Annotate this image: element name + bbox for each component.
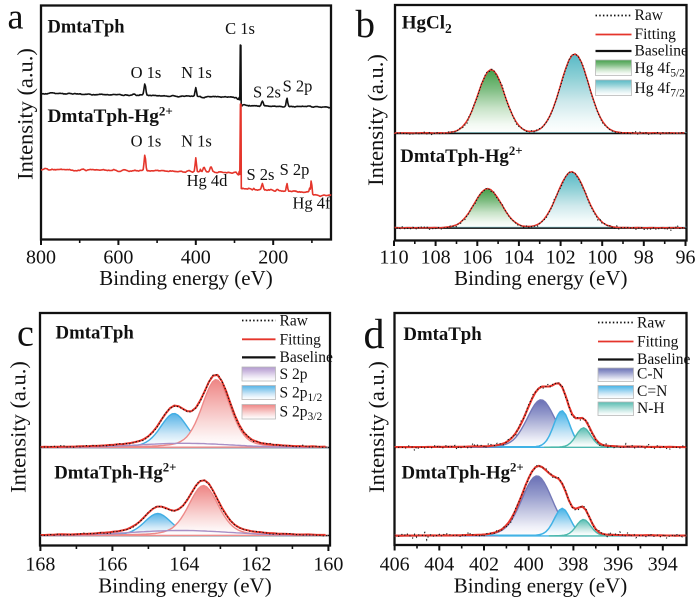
svg-text:406: 406: [380, 554, 410, 576]
svg-text:Baseline: Baseline: [280, 349, 333, 366]
svg-text:102: 102: [546, 247, 576, 269]
svg-text:HgCl2: HgCl2: [402, 13, 452, 37]
svg-text:b: b: [356, 3, 376, 46]
svg-text:600: 600: [103, 247, 133, 269]
svg-text:164: 164: [169, 554, 199, 576]
svg-text:DmtaTph: DmtaTph: [56, 322, 135, 343]
svg-text:S 2s: S 2s: [247, 165, 275, 184]
svg-text:DmtaTph-Hg2+: DmtaTph-Hg2+: [54, 460, 176, 483]
svg-text:Intensity (a.u.): Intensity (a.u.): [6, 361, 31, 493]
svg-text:Binding energy (eV): Binding energy (eV): [99, 266, 272, 290]
svg-text:400: 400: [514, 554, 544, 576]
svg-text:160: 160: [313, 554, 343, 576]
svg-text:Baseline: Baseline: [637, 351, 690, 368]
svg-text:N-H: N-H: [637, 400, 665, 417]
svg-text:C=N: C=N: [637, 383, 667, 400]
svg-text:Raw: Raw: [280, 313, 309, 330]
svg-text:98: 98: [634, 247, 654, 269]
svg-text:96: 96: [676, 247, 696, 269]
svg-text:Intensity (a.u.): Intensity (a.u.): [363, 54, 388, 186]
svg-text:402: 402: [469, 554, 499, 576]
svg-text:Hg 4f: Hg 4f: [292, 194, 331, 213]
svg-text:Fitting: Fitting: [635, 26, 677, 43]
svg-text:DmtaTph: DmtaTph: [403, 324, 482, 345]
svg-text:c: c: [17, 313, 34, 355]
svg-text:396: 396: [603, 554, 633, 576]
svg-text:Raw: Raw: [635, 7, 664, 24]
svg-text:S 2p: S 2p: [283, 77, 313, 96]
svg-text:a: a: [8, 0, 24, 37]
svg-text:d: d: [364, 312, 385, 358]
svg-text:Intensity (a.u.): Intensity (a.u.): [364, 361, 389, 493]
svg-text:Binding energy (eV): Binding energy (eV): [454, 574, 627, 598]
svg-text:S 2s: S 2s: [253, 83, 281, 102]
svg-text:O 1s: O 1s: [131, 132, 162, 151]
svg-text:Intensity (a.u.): Intensity (a.u.): [13, 48, 38, 180]
svg-text:Baseline: Baseline: [635, 43, 688, 60]
svg-text:DmtaTph-Hg2+: DmtaTph-Hg2+: [48, 104, 173, 128]
svg-text:Hg 4d: Hg 4d: [187, 171, 229, 190]
svg-text:C-N: C-N: [637, 366, 664, 383]
svg-text:162: 162: [241, 554, 271, 576]
svg-text:404: 404: [424, 554, 454, 576]
svg-text:DmtaTph: DmtaTph: [48, 17, 126, 37]
svg-text:100: 100: [587, 247, 617, 269]
svg-text:400: 400: [181, 247, 211, 269]
svg-text:O 1s: O 1s: [131, 63, 162, 82]
svg-text:DmtaTph-Hg2+: DmtaTph-Hg2+: [400, 144, 522, 167]
svg-text:Raw: Raw: [637, 315, 666, 332]
svg-text:C 1s: C 1s: [225, 19, 255, 38]
svg-text:DmtaTph-Hg2+: DmtaTph-Hg2+: [402, 461, 524, 484]
svg-text:200: 200: [258, 247, 288, 269]
svg-text:N 1s: N 1s: [181, 132, 212, 151]
svg-text:110: 110: [379, 247, 408, 269]
svg-text:800: 800: [26, 247, 56, 269]
svg-text:S 2p: S 2p: [280, 160, 310, 179]
svg-text:394: 394: [648, 554, 678, 576]
svg-text:104: 104: [504, 247, 534, 269]
svg-text:168: 168: [25, 554, 55, 576]
svg-text:Fitting: Fitting: [280, 332, 322, 349]
svg-text:Fitting: Fitting: [637, 334, 679, 351]
svg-text:S 2p: S 2p: [280, 366, 308, 383]
svg-text:398: 398: [558, 554, 588, 576]
svg-text:108: 108: [421, 247, 451, 269]
svg-text:Binding energy (eV): Binding energy (eV): [98, 574, 271, 598]
svg-text:166: 166: [97, 554, 127, 576]
svg-text:106: 106: [462, 247, 492, 269]
svg-text:N 1s: N 1s: [181, 63, 212, 82]
svg-text:Binding energy (eV): Binding energy (eV): [454, 266, 627, 290]
